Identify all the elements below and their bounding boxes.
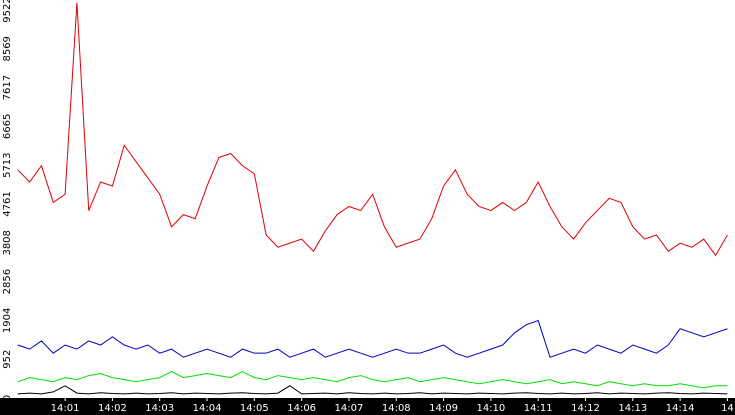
- y-tick-label: 7617: [2, 75, 13, 100]
- x-tick-label: 14:12: [571, 403, 600, 414]
- x-tick-label: 14:09: [429, 403, 458, 414]
- series-line: [17, 319, 728, 358]
- y-tick-label: 3808: [2, 230, 13, 255]
- y-tick-label: 1904: [2, 308, 13, 333]
- x-tick-label: 14:08: [382, 403, 411, 414]
- x-tick-label: 14:11: [524, 403, 553, 414]
- x-tick-label: 14:07: [335, 403, 364, 414]
- series-line: [17, 370, 728, 389]
- y-tick-label: 2856: [2, 269, 13, 294]
- y-tick-label: 6665: [2, 114, 13, 139]
- y-tick-label: 4761: [2, 191, 13, 216]
- series-line: [17, 385, 728, 395]
- y-tick-label: 952: [2, 350, 13, 369]
- series-line: [17, 2, 728, 257]
- y-tick-label: 5713: [2, 152, 13, 177]
- y-tick-label: 9522: [2, 0, 13, 23]
- y-tick-label: 0: [2, 395, 13, 401]
- x-tick-label: 14:14: [666, 403, 695, 414]
- x-tick-label: 14:13: [618, 403, 647, 414]
- x-tick-label: 14: [721, 403, 734, 414]
- x-tick-label: 14:10: [476, 403, 505, 414]
- x-tick-label: 14:02: [98, 403, 127, 414]
- x-tick-label: 14:01: [51, 403, 80, 414]
- x-tick-label: 14:06: [287, 403, 316, 414]
- x-axis-strip: [0, 398, 735, 415]
- x-tick-label: 14:05: [240, 403, 269, 414]
- x-tick-label: 14:04: [193, 403, 222, 414]
- x-tick-label: 14:03: [145, 403, 174, 414]
- y-tick-label: 8569: [2, 36, 13, 61]
